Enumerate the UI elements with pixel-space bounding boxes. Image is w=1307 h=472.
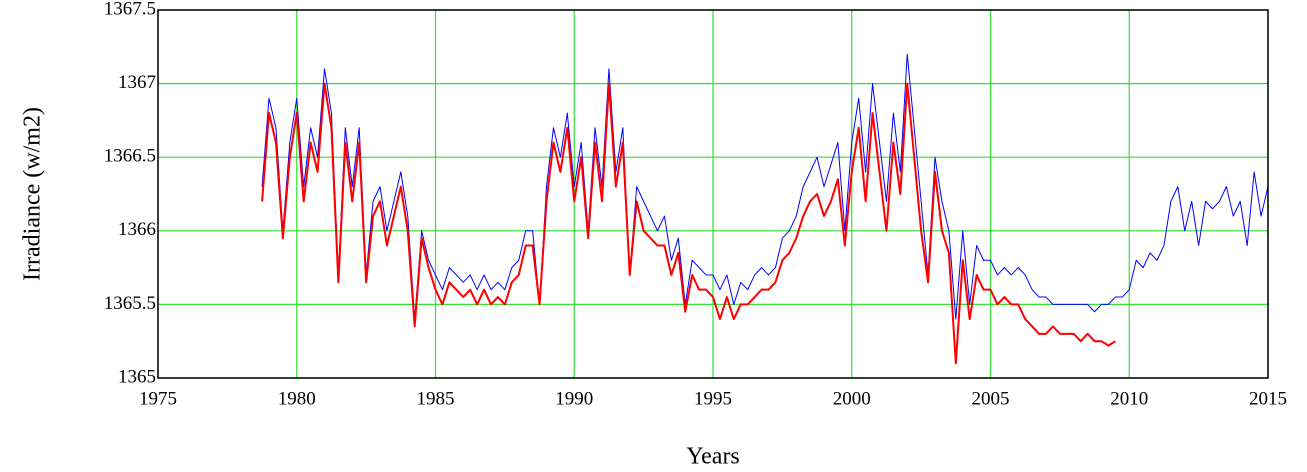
y-tick-label: 1366.5 — [104, 146, 156, 167]
series-line — [261, 53, 1269, 320]
x-tick-label: 2000 — [833, 388, 871, 409]
x-tick-label: 2015 — [1249, 388, 1287, 409]
x-tick-label: 1985 — [417, 388, 455, 409]
y-tick-label: 1367.5 — [104, 0, 156, 19]
labels: 1975 1980 1985 1990 1995 2000 2005 2010 2015 1365… — [104, 0, 1287, 409]
x-tick-label: 1995 — [694, 388, 732, 409]
y-tick-label: 1366 — [118, 219, 156, 240]
x-tick-label: 1980 — [278, 388, 316, 409]
x-tick-label: 1975 — [139, 388, 177, 409]
x-axis-title: Years — [686, 444, 740, 470]
x-tick-label: 2005 — [972, 388, 1010, 409]
series-line — [261, 82, 1116, 365]
y-tick-label: 1365.5 — [104, 293, 156, 314]
y-axis-title: Irradiance (w/m2) — [20, 107, 46, 281]
plot-frame — [157, 9, 1269, 379]
y-tick-label: 1367 — [118, 72, 156, 93]
y-tick-label: 1365 — [118, 366, 156, 387]
x-tick-label: 2010 — [1110, 388, 1148, 409]
x-tick-label: 1990 — [555, 388, 593, 409]
lines — [261, 53, 1269, 365]
